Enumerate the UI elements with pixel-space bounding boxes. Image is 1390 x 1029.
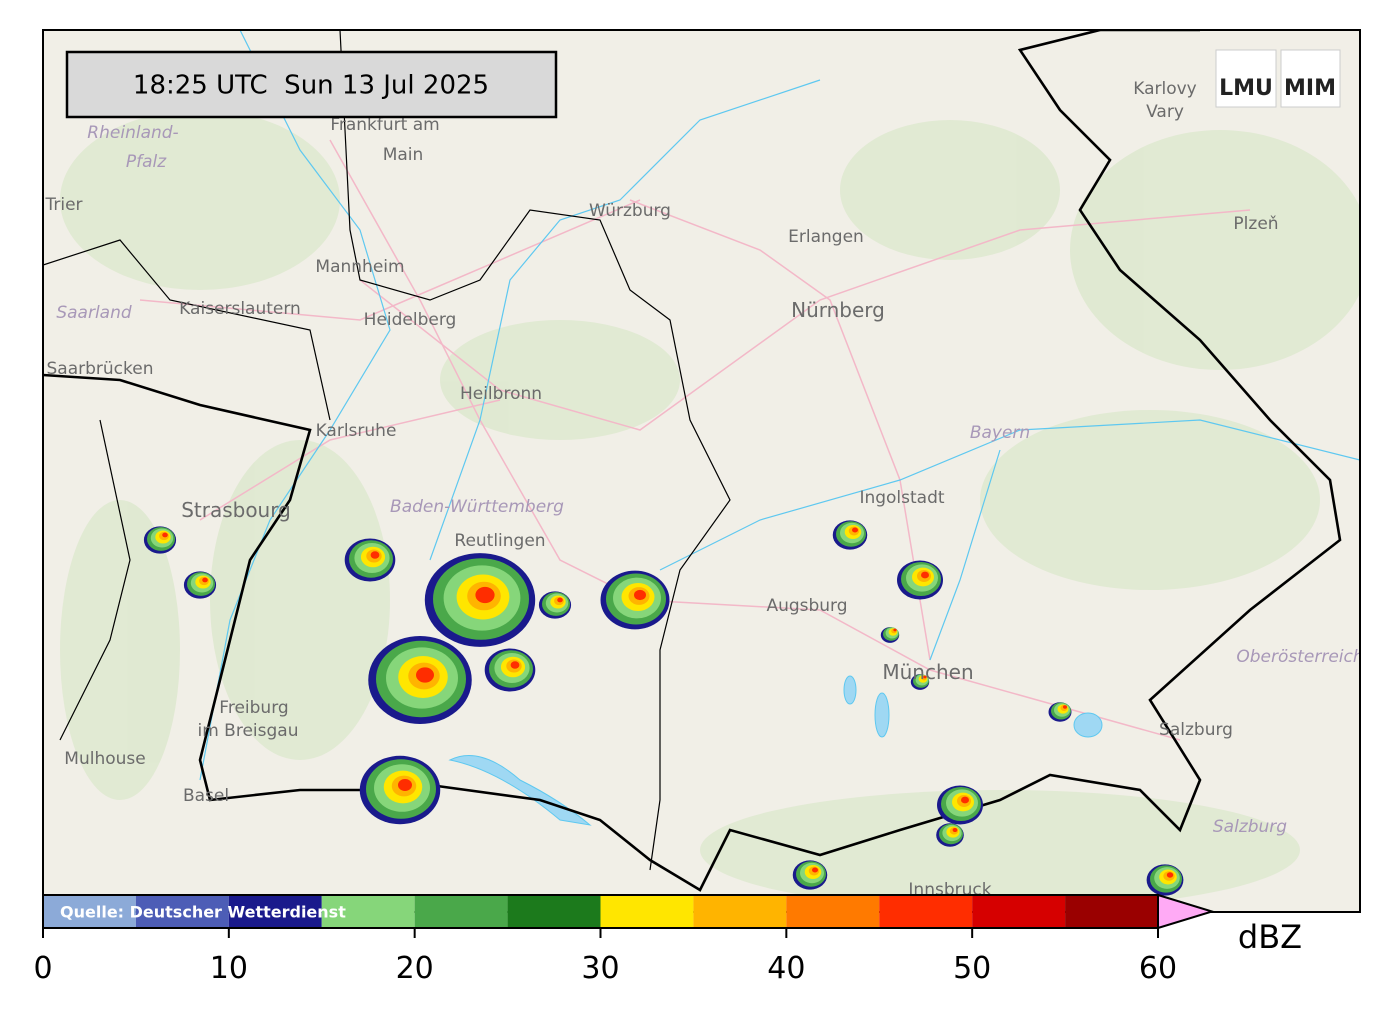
echo [952, 827, 958, 833]
echo [416, 667, 434, 683]
place-label: Bayern [970, 423, 1030, 443]
place-label: Karlovy [1133, 79, 1197, 99]
echo [370, 551, 380, 559]
place-label: Nürnberg [791, 298, 885, 322]
colorbar-segment [507, 895, 601, 928]
echo [923, 675, 927, 679]
echo [921, 571, 929, 579]
place-label: Basel [183, 786, 229, 806]
place-label: Salzburg [1213, 817, 1287, 837]
place-label: Würzburg [589, 201, 671, 221]
place-label: Kaiserslautern [179, 299, 301, 319]
rivers [199, 30, 1360, 781]
place-label: Salzburg [1159, 720, 1233, 740]
echo [557, 597, 563, 603]
place-labels: Frankfurt am Main Rheinland- Pfalz Trier Mann… [44, 79, 1363, 900]
colorbar-segment [879, 895, 973, 928]
echo [475, 586, 495, 604]
place-label: München [882, 660, 973, 684]
place-label: Saarbrücken [47, 359, 154, 379]
place-label: Plzeň [1233, 214, 1278, 234]
echo [510, 661, 520, 669]
echo [1063, 705, 1067, 709]
place-label: Saarland [56, 303, 132, 323]
colorbar-tick-label: 10 [210, 951, 248, 986]
place-label: Heidelberg [364, 310, 457, 330]
echo [1166, 872, 1174, 878]
place-label: Mulhouse [64, 749, 145, 769]
colorbar-segment [43, 895, 136, 928]
place-label: Freiburg [219, 698, 288, 718]
echo [634, 589, 646, 601]
place-label: Karlsruhe [316, 421, 397, 441]
colorbar-segment [786, 895, 880, 928]
colorbar-tick-label: 30 [581, 951, 619, 986]
colorbar-segment [600, 895, 694, 928]
colorbar-segment [414, 895, 508, 928]
place-label: Vary [1146, 102, 1184, 122]
colorbar-tick-label: 40 [767, 951, 805, 986]
place-label: Reutlingen [454, 531, 545, 551]
timestamp: 18:25 UTC Sun 13 Jul 2025 [133, 71, 489, 101]
state-borders [43, 30, 731, 871]
place-label: Main [383, 145, 424, 165]
place-label: Heilbronn [460, 384, 542, 404]
place-label: Mannheim [315, 257, 404, 277]
echo [961, 796, 969, 804]
place-label: Rheinland- [87, 123, 178, 143]
country-borders [43, 30, 1342, 892]
echo [852, 527, 858, 533]
place-label: Pfalz [126, 152, 167, 172]
echo [202, 577, 208, 583]
forest [60, 110, 1360, 910]
map: Frankfurt am Main Rheinland- Pfalz Trier Mann… [43, 30, 1363, 912]
colorbar-label: dBZ [1238, 918, 1302, 956]
place-label: Oberösterreich [1236, 647, 1363, 667]
colorbar: 0 10 20 30 40 50 60 dBZ [33, 893, 1302, 986]
logo-box [1215, 49, 1277, 108]
colorbar-segment [1065, 895, 1158, 928]
logo-text: LMU [1219, 76, 1273, 101]
colorbar-segment [321, 895, 415, 928]
echo [398, 779, 412, 791]
colorbar-segment [135, 895, 229, 928]
place-label: Strasbourg [181, 498, 291, 522]
echo [162, 532, 168, 538]
place-label: Frankfurt am [330, 115, 439, 135]
colorbar-tick-label: 0 [33, 951, 52, 986]
colorbar-tick-label: 60 [1139, 951, 1177, 986]
place-label: im Breisgau [198, 721, 299, 741]
place-label: Trier [44, 195, 82, 215]
colorbar-segment [972, 895, 1066, 928]
place-label: Ingolstadt [859, 488, 944, 508]
source-text: Quelle: Deutscher Wetterdienst [60, 903, 346, 922]
colorbar-segment [228, 895, 322, 928]
place-label: Augsburg [766, 596, 847, 616]
colorbar-tick-label: 50 [953, 951, 991, 986]
colorbar-segment [693, 895, 787, 928]
echo [893, 628, 897, 632]
echo [812, 867, 818, 873]
logo-text: MIM [1284, 76, 1336, 101]
colorbar-tick-label: 20 [396, 951, 434, 986]
place-label: Erlangen [788, 227, 864, 247]
roads [139, 139, 1251, 741]
place-label: Baden-Württemberg [390, 497, 564, 517]
radar-echoes [143, 520, 1184, 896]
logo-box [1280, 49, 1341, 108]
timestamp-box [65, 50, 558, 119]
